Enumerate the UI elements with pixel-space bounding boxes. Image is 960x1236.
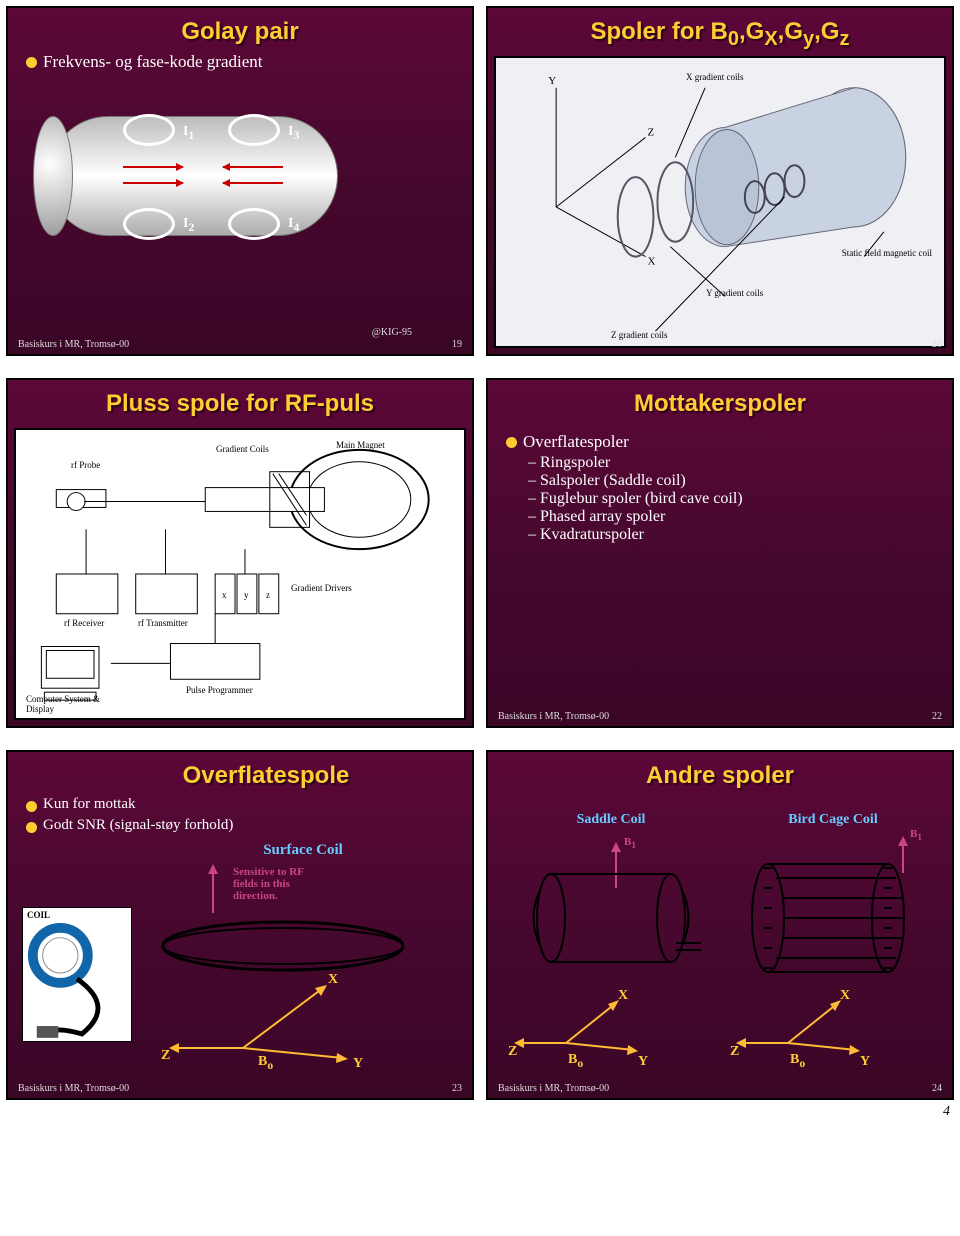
system-svg — [16, 430, 464, 718]
sub-item: Fuglebur spoler (bird cave coil) — [488, 490, 952, 508]
slide-overflate: Overflatespole Kun for mottak Godt SNR (… — [6, 750, 474, 1100]
slide-title: Mottakerspoler — [488, 380, 952, 422]
footer-right: 23 — [452, 1083, 462, 1094]
svg-text:Y: Y — [548, 75, 556, 87]
slide-footer: Basiskurs i MR, Tromsø-00 24 — [498, 1083, 942, 1094]
footer-left: Basiskurs i MR, Tromsø-00 — [498, 1083, 609, 1094]
slide-title: Overflatespole — [8, 752, 472, 794]
bullet-text: Kun for mottak — [43, 796, 135, 813]
svg-text:X: X — [648, 256, 656, 268]
bullet-dot-icon — [26, 822, 37, 833]
slide-mottaker: Mottakerspoler Overflatespoler Ringspole… — [486, 378, 954, 728]
footer-right: 24 — [932, 1083, 942, 1094]
slide-b0gxyz: Spoler for B0,GX,Gy,Gz Y Z X — [486, 6, 954, 356]
footer-right: 20 — [932, 339, 942, 350]
coils-svg: Y Z X — [496, 58, 944, 346]
slide-title: Andre spoler — [488, 752, 952, 794]
slide-title: Pluss spole for RF-puls — [8, 380, 472, 422]
bullet-dot-icon — [26, 801, 37, 812]
sub-item: Kvadraturspoler — [488, 526, 952, 544]
bullet-text: Overflatespoler — [523, 432, 629, 452]
footer-left: Basiskurs i MR, Tromsø-00 — [498, 711, 609, 722]
bullet: Godt SNR (signal-støy forhold) — [8, 815, 472, 836]
bullet: Frekvens- og fase-kode gradient — [8, 50, 472, 74]
page-number: 4 — [943, 1104, 950, 1120]
gradient-coils-diagram: Y Z X X gradient coils Static — [494, 56, 946, 348]
bullet: Overflatespoler — [488, 430, 952, 454]
bullet-dot-icon — [26, 57, 37, 68]
badge: @KIG-95 — [372, 327, 412, 338]
svg-text:Z: Z — [648, 126, 655, 138]
bullet-text: Godt SNR (signal-støy forhold) — [43, 817, 233, 834]
footer-right: 22 — [932, 711, 942, 722]
slide-footer: 20 — [498, 339, 942, 350]
mri-system-diagram: rf Probe Gradient Coils Main Magnet rf R… — [14, 428, 466, 720]
coil-photo: COIL — [22, 907, 132, 1042]
slide-footer: Basiskurs i MR, Tromsø-00 22 — [498, 711, 942, 722]
slide-footer: Basiskurs i MR, Tromsø-00 19 — [18, 339, 462, 350]
slide-title: Golay pair — [8, 8, 472, 50]
slide-footer: Basiskurs i MR, Tromsø-00 23 — [18, 1083, 462, 1094]
sub-item: Ringspoler — [488, 454, 952, 472]
bullet-dot-icon — [506, 437, 517, 448]
slide-golay: Golay pair Frekvens- og fase-kode gradie… — [6, 6, 474, 356]
slide-grid: Golay pair Frekvens- og fase-kode gradie… — [4, 4, 956, 1102]
sub-item: Salspoler (Saddle coil) — [488, 472, 952, 490]
surface-coil-diagram: Surface Coil Sensitive to RF fields in t… — [143, 842, 463, 1072]
surface-coil-title: Surface Coil — [143, 842, 463, 859]
slide-title: Spoler for B0,GX,Gy,Gz — [488, 8, 952, 55]
footer-left: Basiskurs i MR, Tromsø-00 — [18, 1083, 129, 1094]
golay-diagram: I1 I3 I2 I4 — [28, 86, 358, 256]
slide-andre: Andre spoler Saddle Coil — [486, 750, 954, 1100]
sub-item: Phased array spoler — [488, 508, 952, 526]
birdcage-coil-diagram: Bird Cage Coil — [728, 812, 938, 1082]
footer-left: Basiskurs i MR, Tromsø-00 — [18, 339, 129, 350]
bullet: Kun for mottak — [8, 794, 472, 815]
slide-rfpuls: Pluss spole for RF-puls — [6, 378, 474, 728]
footer-right: 19 — [452, 339, 462, 350]
saddle-coil-diagram: Saddle Coil B1 Z X — [506, 812, 716, 1082]
bullet-text: Frekvens- og fase-kode gradient — [43, 52, 263, 72]
